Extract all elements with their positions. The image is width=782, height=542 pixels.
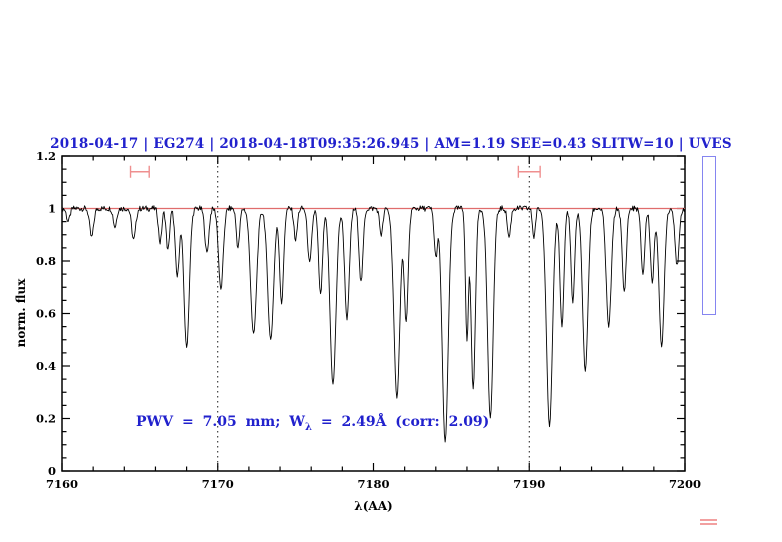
x-axis-label: λ(AA) — [354, 499, 393, 513]
x-tick-label: 7180 — [357, 477, 389, 491]
x-tick-label: 7200 — [669, 477, 701, 491]
y-tick-label: 0.2 — [36, 412, 56, 426]
pwv-annotation: PWV = 7.05 mm; Wλ = 2.49Å (corr: 2.09) — [136, 414, 489, 433]
bottom-right-equals-icon — [700, 519, 717, 526]
equals-icon-bottom-bar — [700, 523, 717, 525]
x-tick-label: 7160 — [46, 477, 78, 491]
equals-icon-top-bar — [700, 519, 717, 521]
pwv-annotation-lambda-subscript: λ — [304, 421, 312, 433]
pwv-annotation-value-text: = 2.49Å (corr: 2.09) — [311, 414, 490, 430]
y-tick-label: 0.8 — [36, 254, 56, 268]
x-tick-label: 7190 — [513, 477, 545, 491]
y-tick-label: 0 — [48, 464, 56, 478]
right-side-rectangle — [702, 156, 716, 315]
plot-title: 2018-04-17 | EG274 | 2018-04-18T09:35:26… — [50, 136, 732, 152]
x-tick-label: 7170 — [202, 477, 234, 491]
pwv-annotation-text: PWV = 7.05 mm; W — [136, 414, 305, 430]
y-tick-label: 1.2 — [36, 149, 56, 163]
y-tick-label: 1 — [48, 202, 56, 216]
y-axis-label: norm. flux — [14, 278, 28, 348]
y-tick-label: 0.4 — [36, 359, 56, 373]
spectrum-trace — [61, 205, 686, 443]
y-tick-label: 0.6 — [36, 307, 56, 321]
